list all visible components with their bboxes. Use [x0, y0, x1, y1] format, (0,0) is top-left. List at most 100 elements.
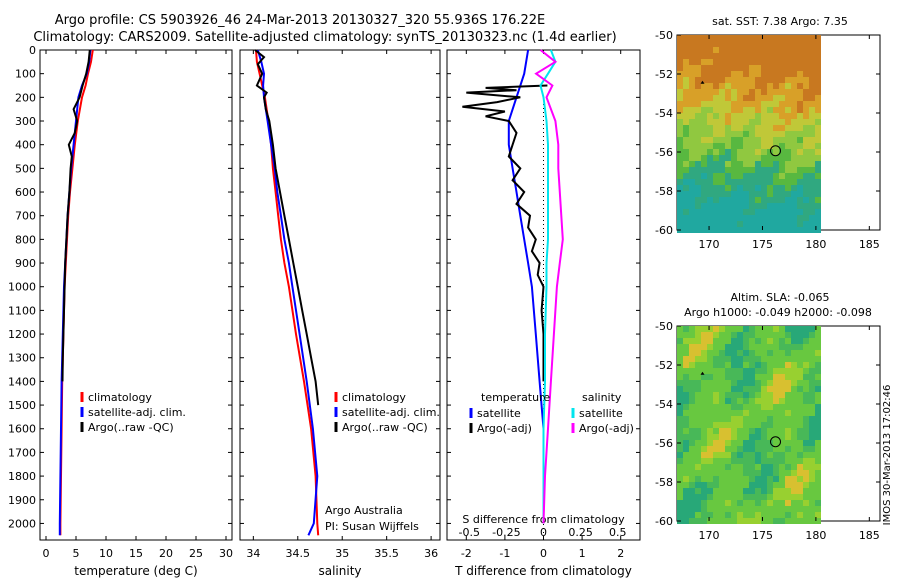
map-cell	[761, 470, 767, 476]
map-cell	[809, 191, 815, 197]
map-cell	[713, 482, 719, 488]
map-cell	[743, 89, 749, 95]
map-cell	[731, 191, 737, 197]
map-cell	[815, 452, 821, 458]
map-cell	[701, 155, 707, 161]
map-cell	[683, 197, 689, 203]
map-cell	[725, 101, 731, 107]
profile-location-marker	[770, 436, 782, 448]
map-cell	[803, 149, 809, 155]
map-cell	[677, 494, 683, 500]
map-cell	[791, 482, 797, 488]
map-cell	[677, 512, 683, 518]
map-cell	[677, 101, 683, 107]
map-cell	[809, 416, 815, 422]
map-cell	[725, 356, 731, 362]
map-cell	[767, 434, 773, 440]
map-cell	[737, 434, 743, 440]
map-cell	[815, 476, 821, 482]
map-cell	[797, 374, 803, 380]
map-x-tick-label: 175	[752, 529, 773, 542]
map-cell	[803, 434, 809, 440]
map-cell	[785, 494, 791, 500]
map-cell	[707, 155, 713, 161]
map-cell	[713, 422, 719, 428]
map-cell	[809, 446, 815, 452]
map-cell	[761, 35, 767, 41]
map-cell	[725, 410, 731, 416]
map-cell	[719, 131, 725, 137]
map-cell	[719, 326, 725, 332]
map-cell	[791, 149, 797, 155]
map-cell	[713, 500, 719, 506]
map-cell	[689, 95, 695, 101]
map-cell	[695, 404, 701, 410]
map-cell	[803, 464, 809, 470]
map-cell	[695, 350, 701, 356]
map-cell	[779, 410, 785, 416]
map-cell	[707, 209, 713, 215]
map-cell	[809, 137, 815, 143]
map-cell	[683, 77, 689, 83]
map-cell	[689, 404, 695, 410]
map-cell	[713, 65, 719, 71]
map-cell	[809, 125, 815, 131]
map-cell	[719, 428, 725, 434]
map-cell	[815, 386, 821, 392]
map-cell	[683, 422, 689, 428]
map-cell	[731, 416, 737, 422]
map-cell	[743, 500, 749, 506]
map-cell	[797, 344, 803, 350]
map-cell	[803, 185, 809, 191]
map-cell	[737, 398, 743, 404]
map-cell	[695, 83, 701, 89]
map-cell	[677, 191, 683, 197]
map-cell	[803, 131, 809, 137]
map-cell	[701, 203, 707, 209]
map-cell	[731, 65, 737, 71]
map-cell	[695, 167, 701, 173]
map-cell	[785, 500, 791, 506]
map-cell	[743, 428, 749, 434]
map-cell	[707, 95, 713, 101]
map-cell	[785, 440, 791, 446]
map-cell	[695, 47, 701, 53]
x-tick-label-temp: 25	[189, 547, 203, 560]
map-cell	[767, 179, 773, 185]
map-cell	[743, 161, 749, 167]
map-cell	[773, 428, 779, 434]
map-cell	[815, 155, 821, 161]
map-cell	[695, 149, 701, 155]
map-cell	[809, 161, 815, 167]
map-cell	[719, 179, 725, 185]
y-tick-label: 1600	[8, 423, 36, 436]
map-cell	[779, 332, 785, 338]
map-cell	[809, 404, 815, 410]
map-cell	[677, 482, 683, 488]
map-cell	[773, 452, 779, 458]
map-cell	[809, 380, 815, 386]
map-cell	[719, 332, 725, 338]
map-cell	[725, 488, 731, 494]
map-cell	[701, 386, 707, 392]
map-cell	[731, 506, 737, 512]
map-cell	[707, 101, 713, 107]
map-cell	[815, 380, 821, 386]
map-cell	[749, 179, 755, 185]
map-cell	[767, 332, 773, 338]
map-cell	[785, 452, 791, 458]
map-cell	[713, 416, 719, 422]
map-cell	[797, 77, 803, 83]
map-cell	[731, 410, 737, 416]
map-cell	[761, 77, 767, 83]
map-cell	[713, 344, 719, 350]
map-cell	[683, 185, 689, 191]
map-cell	[791, 326, 797, 332]
map-cell	[719, 518, 725, 524]
map-cell	[725, 350, 731, 356]
map-cell	[713, 143, 719, 149]
map-cell	[815, 47, 821, 53]
map-cell	[689, 362, 695, 368]
map-cell	[749, 101, 755, 107]
map-cell	[815, 422, 821, 428]
